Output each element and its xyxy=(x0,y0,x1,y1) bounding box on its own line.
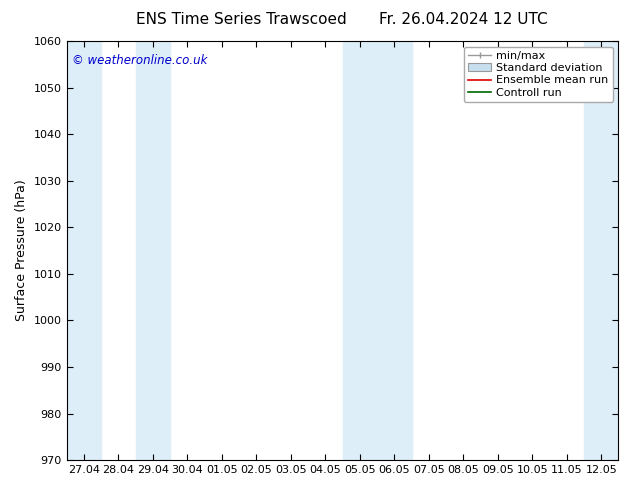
Y-axis label: Surface Pressure (hPa): Surface Pressure (hPa) xyxy=(15,180,28,321)
Bar xyxy=(136,41,170,460)
Bar xyxy=(67,41,101,460)
Text: Fr. 26.04.2024 12 UTC: Fr. 26.04.2024 12 UTC xyxy=(378,12,547,27)
Bar xyxy=(342,41,377,460)
Text: ENS Time Series Trawscoed: ENS Time Series Trawscoed xyxy=(136,12,346,27)
Bar xyxy=(584,41,619,460)
Legend: min/max, Standard deviation, Ensemble mean run, Controll run: min/max, Standard deviation, Ensemble me… xyxy=(464,47,613,102)
Text: © weatheronline.co.uk: © weatheronline.co.uk xyxy=(72,53,207,67)
Bar xyxy=(377,41,411,460)
